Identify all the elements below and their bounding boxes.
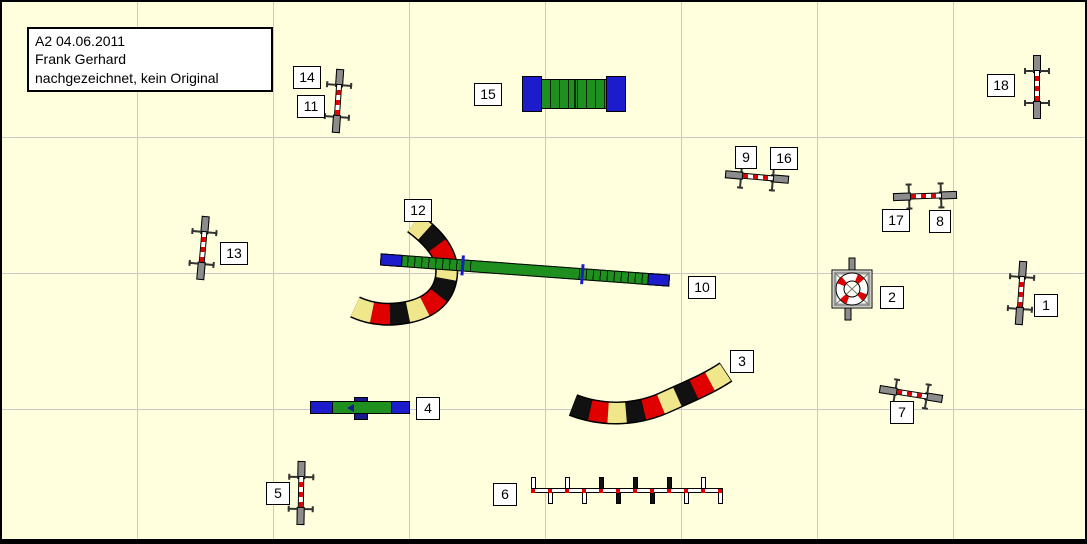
obstacle-label-7: 7 [890,401,914,424]
course-author: Frank Gerhard [35,51,127,68]
weave-pole [633,477,638,489]
tunnel-obstacle-3 [568,362,733,425]
jump-wing-post [296,506,305,526]
jump-obstacle-1 [1006,260,1036,326]
obstacle-label-11: 11 [297,95,325,118]
jump-striped-pole [333,83,343,119]
obstacle-label-17: 17 [882,209,910,232]
obstacle-label-13: 13 [220,242,248,265]
course-title: A2 04.06.2011 [35,33,126,49]
obstacle-label-15: 15 [474,83,502,106]
jump-wing-post [331,114,342,134]
tire-obstacle-2 [831,257,873,321]
jump-wing-post [724,170,744,180]
weave-pole [667,477,672,489]
jump-obstacle-11-14 [323,68,353,134]
jump-obstacle-5 [287,460,315,526]
jump-striped-pole [893,388,929,400]
weave-pole [650,492,655,504]
jump-wing-post [196,261,206,281]
contact-zone [391,401,410,414]
weave-pole [599,477,604,489]
obstacle-label-6: 6 [493,483,517,506]
jump-striped-pole [1016,275,1026,311]
obstacle-label-4: 4 [416,397,440,420]
weave-poles-obstacle-6 [531,477,723,505]
weave-pole [684,492,689,504]
jump-striped-pole [198,230,208,266]
obstacle-label-9: 9 [735,146,757,169]
obstacle-label-18: 18 [987,74,1015,97]
obstacle-label-5: 5 [266,482,290,505]
obstacle-label-2: 2 [880,286,904,309]
a-frame-wall [541,79,607,109]
contact-zone [647,273,671,287]
contact-zone [606,76,626,112]
contact-zone [379,253,403,267]
weave-pole [582,492,587,504]
seesaw-obstacle-4 [310,397,410,420]
jump-obstacle-13 [187,215,218,281]
course-note: nachgezeichnet, kein Original [35,69,219,86]
contact-zone [310,401,333,414]
weave-base-bar [531,488,723,493]
seesaw-direction-arrow [347,404,354,412]
jump-striped-pole [297,475,305,511]
course-info-box: A2 04.06.2011 Frank Gerhard nachgezeichn… [27,27,273,93]
jump-striped-pole [1034,70,1040,104]
jump-wing-post [1033,101,1041,119]
obstacle-label-3: 3 [730,350,754,373]
obstacle-label-12: 12 [404,199,432,222]
jump-wing-post [1014,306,1025,326]
jump-obstacle-17-8 [892,182,958,210]
obstacle-label-14: 14 [293,66,321,89]
weave-pole [548,492,553,504]
obstacle-label-8: 8 [929,210,951,233]
weave-pole [565,477,570,489]
jump-obstacle-18 [1024,55,1050,119]
contact-zone [522,76,542,112]
weave-pole [616,492,621,504]
jump-wing-post [878,385,898,396]
jump-wing-post [892,192,912,202]
a-frame-obstacle-15 [522,76,626,112]
weave-pole [718,492,723,504]
obstacle-label-10: 10 [688,276,716,299]
jump-striped-pole [907,192,943,200]
jump-striped-pole [739,172,775,182]
weave-pole [701,477,706,489]
weave-pole [531,477,536,489]
tunnel-obstacle-12 [350,213,459,326]
obstacle-label-1: 1 [1034,294,1058,317]
obstacle-label-16: 16 [770,147,798,170]
seesaw-plank [310,401,410,414]
